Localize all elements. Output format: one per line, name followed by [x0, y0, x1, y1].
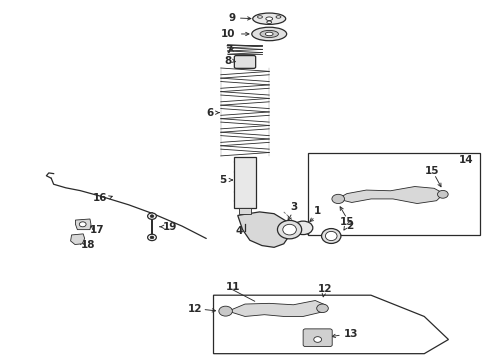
Ellipse shape: [321, 229, 341, 243]
Bar: [239, 208, 251, 214]
Ellipse shape: [147, 234, 156, 240]
Text: 18: 18: [81, 240, 96, 250]
Bar: [234, 157, 256, 208]
Text: 5: 5: [220, 175, 226, 185]
Text: 3: 3: [291, 202, 298, 212]
Text: 11: 11: [225, 282, 240, 292]
Ellipse shape: [314, 337, 321, 342]
Text: 14: 14: [459, 155, 474, 165]
Ellipse shape: [267, 21, 271, 23]
Text: 16: 16: [93, 193, 107, 203]
Polygon shape: [228, 301, 325, 316]
Ellipse shape: [266, 17, 272, 21]
Ellipse shape: [219, 306, 232, 316]
Text: 2: 2: [346, 221, 353, 231]
Polygon shape: [71, 234, 85, 244]
Text: 15: 15: [340, 217, 354, 227]
Text: 12: 12: [188, 304, 202, 314]
Text: 15: 15: [424, 166, 439, 176]
Text: 6: 6: [206, 108, 214, 118]
Ellipse shape: [283, 224, 296, 235]
Ellipse shape: [252, 27, 287, 41]
Ellipse shape: [150, 236, 154, 239]
Polygon shape: [75, 219, 91, 230]
FancyBboxPatch shape: [303, 329, 332, 347]
Text: 8: 8: [224, 56, 231, 66]
Text: 12: 12: [318, 284, 332, 294]
Text: 10: 10: [221, 29, 235, 39]
Text: 13: 13: [344, 329, 359, 339]
Ellipse shape: [332, 194, 344, 203]
Polygon shape: [214, 295, 448, 354]
Ellipse shape: [253, 13, 286, 24]
Text: 17: 17: [90, 225, 104, 235]
FancyBboxPatch shape: [234, 55, 256, 68]
Polygon shape: [238, 212, 291, 247]
Bar: [308, 153, 480, 235]
Ellipse shape: [266, 32, 273, 36]
Ellipse shape: [79, 222, 86, 227]
Ellipse shape: [150, 215, 154, 217]
Ellipse shape: [258, 16, 263, 18]
Ellipse shape: [260, 31, 278, 37]
Text: 1: 1: [314, 206, 321, 216]
Text: 9: 9: [228, 13, 235, 23]
Ellipse shape: [325, 231, 337, 240]
Ellipse shape: [147, 213, 156, 219]
Polygon shape: [337, 186, 444, 203]
Ellipse shape: [276, 16, 281, 18]
Text: 4: 4: [235, 226, 243, 237]
Text: 19: 19: [163, 222, 177, 232]
Ellipse shape: [277, 220, 302, 239]
Ellipse shape: [294, 221, 313, 235]
Text: 7: 7: [225, 45, 233, 55]
Ellipse shape: [438, 190, 448, 198]
Ellipse shape: [317, 304, 328, 312]
